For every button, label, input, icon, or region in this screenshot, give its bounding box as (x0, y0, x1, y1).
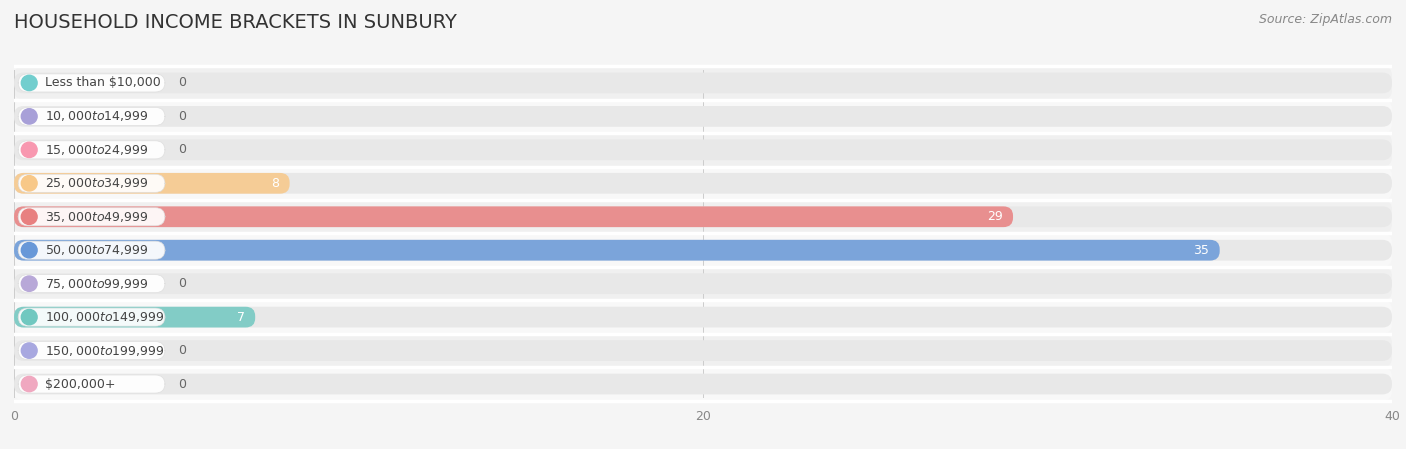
FancyBboxPatch shape (14, 140, 1392, 160)
FancyBboxPatch shape (14, 307, 256, 327)
FancyBboxPatch shape (18, 141, 165, 159)
Text: 0: 0 (177, 143, 186, 156)
Text: 0: 0 (177, 378, 186, 391)
FancyBboxPatch shape (18, 107, 165, 125)
Text: Less than $10,000: Less than $10,000 (45, 76, 160, 89)
Text: $15,000 to $24,999: $15,000 to $24,999 (45, 143, 148, 157)
FancyBboxPatch shape (14, 340, 1392, 361)
Text: $150,000 to $199,999: $150,000 to $199,999 (45, 343, 165, 357)
Circle shape (21, 209, 37, 224)
FancyBboxPatch shape (14, 300, 1392, 334)
FancyBboxPatch shape (14, 374, 1392, 394)
Text: 0: 0 (177, 76, 186, 89)
FancyBboxPatch shape (14, 307, 1392, 327)
Circle shape (21, 109, 37, 124)
FancyBboxPatch shape (14, 240, 1392, 260)
FancyBboxPatch shape (14, 133, 1392, 167)
FancyBboxPatch shape (14, 207, 1012, 227)
FancyBboxPatch shape (18, 275, 165, 293)
Text: $10,000 to $14,999: $10,000 to $14,999 (45, 110, 148, 123)
FancyBboxPatch shape (18, 308, 165, 326)
FancyBboxPatch shape (14, 167, 1392, 200)
FancyBboxPatch shape (14, 367, 1392, 401)
Text: $75,000 to $99,999: $75,000 to $99,999 (45, 277, 148, 291)
Text: HOUSEHOLD INCOME BRACKETS IN SUNBURY: HOUSEHOLD INCOME BRACKETS IN SUNBURY (14, 13, 457, 32)
FancyBboxPatch shape (18, 208, 165, 226)
Text: $200,000+: $200,000+ (45, 378, 115, 391)
Text: 8: 8 (271, 177, 280, 190)
FancyBboxPatch shape (14, 66, 1392, 100)
FancyBboxPatch shape (14, 273, 1392, 294)
Text: $25,000 to $34,999: $25,000 to $34,999 (45, 176, 148, 190)
FancyBboxPatch shape (14, 100, 1392, 133)
Text: $35,000 to $49,999: $35,000 to $49,999 (45, 210, 148, 224)
FancyBboxPatch shape (14, 334, 1392, 367)
Circle shape (21, 142, 37, 158)
FancyBboxPatch shape (18, 375, 165, 393)
FancyBboxPatch shape (14, 106, 1392, 127)
Text: 0: 0 (177, 110, 186, 123)
Text: $100,000 to $149,999: $100,000 to $149,999 (45, 310, 165, 324)
Circle shape (21, 309, 37, 325)
FancyBboxPatch shape (14, 173, 1392, 194)
FancyBboxPatch shape (14, 267, 1392, 300)
FancyBboxPatch shape (14, 73, 1392, 93)
FancyBboxPatch shape (14, 173, 290, 194)
FancyBboxPatch shape (14, 200, 1392, 233)
Circle shape (21, 176, 37, 191)
FancyBboxPatch shape (14, 233, 1392, 267)
Text: 0: 0 (177, 277, 186, 290)
Circle shape (21, 242, 37, 258)
Text: Source: ZipAtlas.com: Source: ZipAtlas.com (1258, 13, 1392, 26)
Circle shape (21, 376, 37, 392)
Circle shape (21, 276, 37, 291)
Text: 35: 35 (1194, 244, 1209, 257)
FancyBboxPatch shape (18, 74, 165, 92)
Text: $50,000 to $74,999: $50,000 to $74,999 (45, 243, 148, 257)
Text: 29: 29 (987, 210, 1002, 223)
Circle shape (21, 343, 37, 358)
Text: 0: 0 (177, 344, 186, 357)
FancyBboxPatch shape (18, 342, 165, 360)
FancyBboxPatch shape (14, 240, 1219, 260)
FancyBboxPatch shape (14, 207, 1392, 227)
Text: 7: 7 (236, 311, 245, 324)
Circle shape (21, 75, 37, 91)
FancyBboxPatch shape (18, 174, 165, 192)
FancyBboxPatch shape (18, 241, 165, 259)
